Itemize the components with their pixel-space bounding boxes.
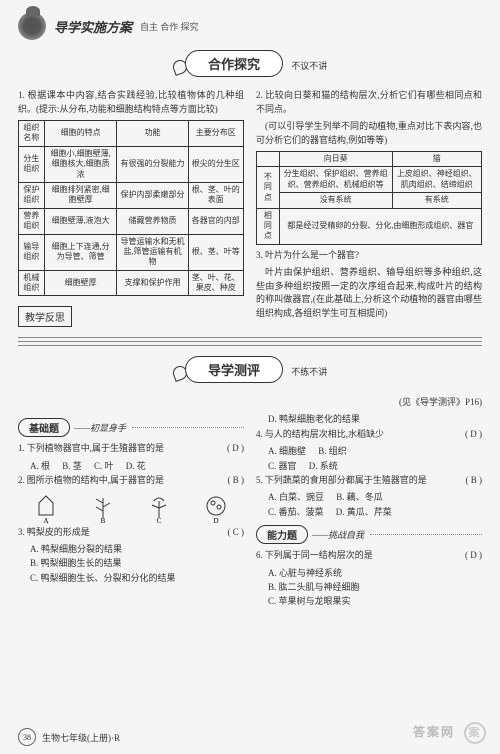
footer-text: 生物七年级(上册)·R bbox=[42, 731, 120, 744]
q1-opts: A. 根 B. 茎 C. 叶 D. 花 bbox=[18, 459, 244, 473]
header-subtitle: 自主 合作 探究 bbox=[140, 20, 199, 33]
svg-text:D: D bbox=[213, 517, 218, 523]
page-header: 导学实施方案 自主 合作 探究 bbox=[18, 12, 482, 40]
th: 主要分布区 bbox=[188, 121, 243, 147]
section1-content: 1. 根据课本中内容,结合实践经验,比较植物体的几种组织。(提示:从分布,功能和… bbox=[18, 89, 482, 327]
reflection-label: 教学反思 bbox=[18, 306, 72, 327]
svg-text:B: B bbox=[100, 517, 105, 523]
divider bbox=[18, 337, 482, 346]
th: 功能 bbox=[117, 121, 188, 147]
section2-content: 基础题 ——初显身手 1. 下列植物器官中,属于生殖器官的是 ( D ) A. … bbox=[18, 412, 482, 608]
dotted-line bbox=[370, 534, 482, 535]
right-column: 2. 比较向日葵和猫的结构层次,分析它们有哪些相同点和不同点。 (可以引导学生列… bbox=[256, 89, 482, 327]
quiz-left: 基础题 ——初显身手 1. 下列植物器官中,属于生殖器官的是 ( D ) A. … bbox=[18, 412, 244, 608]
watermark-circle-icon: 案 bbox=[464, 722, 486, 744]
compare-table: 向日葵 猫 不同点 分生组织、保护组织、营养组织、营养组织、机械组织等 上皮组织… bbox=[256, 151, 482, 245]
question-3: 3. 叶片为什么是一个器官? bbox=[256, 249, 482, 263]
plant-icon-b: B bbox=[88, 493, 118, 523]
q6-list: A. 心脏与神经系统 B. 肱二头肌与神经细胞 C. 苹果树与龙眼果实 bbox=[256, 566, 482, 609]
ability-label: 能力题 bbox=[256, 525, 308, 544]
question-3-answer: 叶片由保护组织、营养组织、输导组织等多种组织,这些由多种组织按照一定的次序组合起… bbox=[256, 266, 482, 320]
banner-subtitle: 不议不讲 bbox=[291, 61, 327, 71]
th: 组织名称 bbox=[19, 121, 45, 147]
watermark: 答案网 案 bbox=[413, 722, 486, 744]
reference-note: (见《导学测评》P16) bbox=[18, 395, 482, 408]
q4: 4. 与人的结构层次相比,水稻缺少 ( D ) bbox=[256, 427, 482, 441]
plant-icon-d: D bbox=[201, 493, 231, 523]
svg-text:A: A bbox=[44, 517, 49, 523]
question-2-note: (可以引导学生列举不同的动植物,重点对比下表内容,也可分析它们的器官结构,例如等… bbox=[256, 120, 482, 147]
ability-sub: ——挑战自我 bbox=[312, 528, 364, 541]
ability-header: 能力题 ——挑战自我 bbox=[256, 525, 482, 544]
mascot-icon bbox=[18, 12, 46, 40]
q5: 5. 下列蔬菜的食用部分都属于生殖器官的是 ( B ) bbox=[256, 473, 482, 487]
section1-banner: 合作探究 不议不讲 bbox=[18, 50, 482, 77]
banner-title: 合作探究 bbox=[185, 50, 283, 77]
q3: 3. 鸭梨皮的形成是 ( C ) bbox=[18, 525, 244, 539]
svg-text:C: C bbox=[157, 517, 162, 523]
basic-label: 基础题 bbox=[18, 418, 70, 437]
banner-title-2: 导学测评 bbox=[185, 356, 283, 383]
q1: 1. 下列植物器官中,属于生殖器官的是 ( D ) bbox=[18, 441, 244, 455]
plant-icon-a: A bbox=[31, 493, 61, 523]
q5-opts: A. 白菜、豌豆 B. 藕、冬瓜 C. 番茄、菠菜 D. 黄瓜、芹菜 bbox=[256, 490, 482, 519]
question-2: 2. 比较向日葵和猫的结构层次,分析它们有哪些相同点和不同点。 bbox=[256, 89, 482, 116]
q2: 2. 图所示植物的结构中,属于器官的是 ( B ) bbox=[18, 473, 244, 487]
question-1: 1. 根据课本中内容,结合实践经验,比较植物体的几种组织。(提示:从分布,功能和… bbox=[18, 89, 244, 116]
left-column: 1. 根据课本中内容,结合实践经验,比较植物体的几种组织。(提示:从分布,功能和… bbox=[18, 89, 244, 327]
quiz-right: D. 鸭梨细胞老化的结果 4. 与人的结构层次相比,水稻缺少 ( D ) A. … bbox=[256, 412, 482, 608]
section2-banner: 导学测评 不练不讲 bbox=[18, 356, 482, 383]
basic-header: 基础题 ——初显身手 bbox=[18, 418, 244, 437]
q3-cont: D. 鸭梨细胞老化的结果 bbox=[256, 412, 482, 426]
page-footer: 38 生物七年级(上册)·R bbox=[18, 728, 120, 746]
basic-sub: ——初显身手 bbox=[74, 421, 126, 434]
dotted-line bbox=[132, 427, 244, 428]
q6: 6. 下列属于同一结构层次的是 ( D ) bbox=[256, 548, 482, 562]
q4-opts: A. 细胞壁 B. 组织 C. 器官 D. 系统 bbox=[256, 444, 482, 473]
tissue-table: 组织名称 细胞的特点 功能 主要分布区 分生组织细胞小,细胞壁薄,细胞核大,细胞… bbox=[18, 120, 244, 296]
page-number: 38 bbox=[18, 728, 36, 746]
header-title: 导学实施方案 bbox=[54, 17, 132, 36]
banner-subtitle-2: 不练不讲 bbox=[291, 367, 327, 377]
q3-list: A. 鸭梨细胞分裂的结果 B. 鸭梨细胞生长的结果 C. 鸭梨细胞生长、分裂和分… bbox=[18, 542, 244, 585]
biology-images: A B C D bbox=[18, 491, 244, 525]
plant-icon-c: C bbox=[144, 493, 174, 523]
th: 细胞的特点 bbox=[44, 121, 117, 147]
